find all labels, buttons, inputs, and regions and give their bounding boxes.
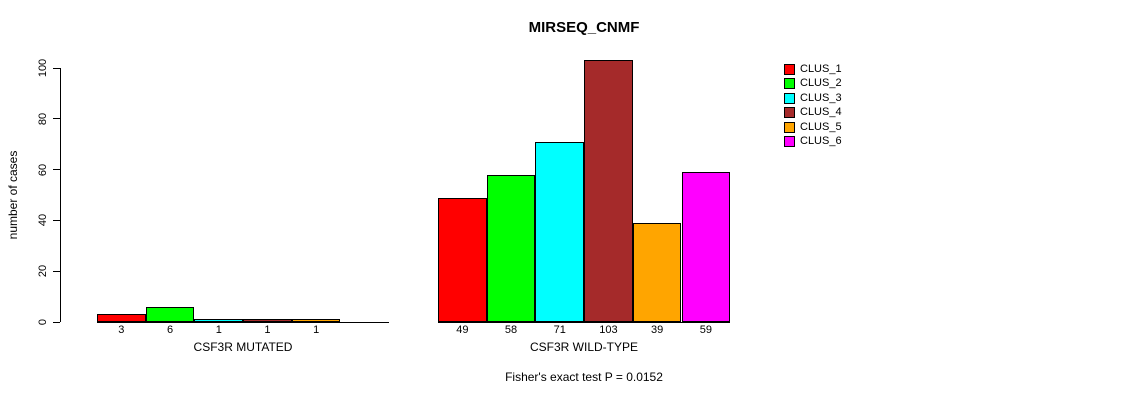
x-axis-line [97, 322, 390, 323]
bar-value-label: 1 [215, 324, 222, 336]
y-axis-label: number of cases [6, 150, 20, 240]
chart-title: MIRSEQ_CNMF [528, 19, 640, 36]
group-label-wild-type: CSF3R WILD-TYPE [529, 340, 639, 354]
bar-clus_2 [486, 174, 536, 322]
legend-swatch-icon [784, 135, 795, 147]
bar-value-label: 1 [313, 324, 320, 336]
bar-clus_5 [632, 222, 682, 322]
legend-label: CLUS_4 [800, 106, 842, 119]
legend-swatch-icon [784, 107, 795, 119]
bar-value-label: 6 [166, 324, 174, 336]
bar-value-label: 1 [264, 324, 271, 336]
bar-value-label: 39 [651, 324, 664, 336]
bar-clus_1 [97, 314, 146, 322]
legend-row: CLUS_3 [784, 91, 842, 104]
fisher-test-annotation: Fisher's exact test P = 0.0152 [505, 370, 663, 384]
y-tick-mark [53, 118, 60, 120]
group-label-mutated: CSF3R MUTATED [193, 340, 293, 354]
y-tick-mark [53, 219, 60, 221]
legend-label: CLUS_2 [800, 77, 842, 90]
bar-value-label: 59 [699, 324, 712, 336]
bar-clus_3 [194, 318, 244, 322]
legend: CLUS_1 CLUS_2 CLUS_3 CLUS_4 CLUS_5 CLUS_6 [784, 64, 842, 147]
legend-label: CLUS_6 [800, 134, 842, 147]
y-tick-mark [53, 169, 60, 171]
bar-clus_4 [243, 318, 292, 322]
y-tick-label: 100 [37, 58, 49, 78]
bar-value-label: 3 [118, 324, 125, 336]
bar-clus_6 [681, 172, 731, 322]
bar-clus_3 [535, 141, 585, 322]
legend-swatch-icon [784, 121, 795, 133]
y-tick-mark [53, 321, 60, 323]
legend-label: CLUS_5 [800, 120, 842, 133]
bar-clus_4 [584, 60, 633, 322]
y-tick-label: 40 [37, 214, 49, 227]
legend-row: CLUS_5 [784, 120, 842, 133]
legend-swatch-icon [784, 78, 795, 90]
y-tick-mark [53, 270, 60, 272]
legend-swatch-icon [784, 64, 795, 75]
legend-swatch-icon [784, 92, 795, 104]
y-tick-label: 80 [37, 112, 49, 125]
legend-row: CLUS_1 [784, 64, 842, 75]
y-tick-label: 0 [37, 318, 49, 326]
y-tick-mark [53, 67, 60, 69]
bar-value-label: 58 [504, 324, 518, 336]
legend-label: CLUS_1 [800, 63, 842, 75]
legend-row: CLUS_4 [784, 106, 842, 119]
legend-row: CLUS_2 [784, 77, 842, 90]
bar-value-label: 71 [553, 324, 566, 336]
bar-value-label: 49 [456, 324, 469, 336]
bar-value-label: 103 [599, 324, 618, 336]
y-tick-label: 20 [37, 265, 49, 278]
legend-label: CLUS_3 [800, 91, 842, 104]
legend-row: CLUS_6 [784, 134, 842, 147]
y-axis-line [60, 68, 61, 322]
x-axis-line [438, 322, 731, 323]
bar-clus_1 [438, 197, 487, 322]
y-tick-label: 60 [37, 163, 49, 176]
bar-clus_5 [291, 318, 341, 322]
bar-clus_2 [145, 306, 195, 322]
